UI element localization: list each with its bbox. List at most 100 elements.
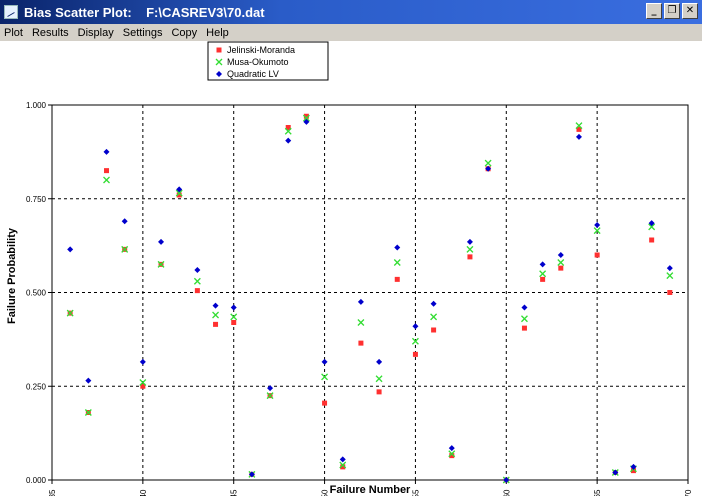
- point-quadratic-lv: [448, 445, 455, 452]
- point-musa-okumoto: [139, 379, 147, 386]
- y-tick-label: 0.250: [26, 382, 47, 391]
- x-tick-label: 40: [139, 489, 148, 496]
- point-musa-okumoto-stroke: [139, 379, 147, 386]
- point-quadratic-lv: [230, 304, 237, 311]
- point-quadratic-lv: [103, 148, 110, 155]
- point-jelinski-moranda: [467, 254, 473, 260]
- grid: [52, 104, 688, 481]
- y-tick-label: 0.500: [26, 289, 47, 298]
- point-musa-okumoto-stroke: [157, 260, 165, 268]
- point-musa-okumoto: [557, 259, 565, 266]
- point-jelinski-moranda: [285, 125, 291, 130]
- window-title: Bias Scatter Plot: F:\CASREV3\70.dat: [24, 4, 265, 20]
- menu-bar: Plot Results Display Settings Copy Help: [0, 24, 702, 41]
- point-musa-okumoto: [84, 409, 92, 416]
- point-quadratic-lv: [357, 298, 364, 305]
- point-jelinski-moranda: [667, 290, 673, 295]
- point-musa-okumoto: [430, 313, 438, 321]
- point-jelinski-moranda: [176, 192, 182, 198]
- point-jelinski-moranda: [231, 320, 237, 325]
- axis-ticks: 35 40 45 50 55 60 65 70 0.000 0.250 0.500 0.750 1.00…: [26, 101, 693, 496]
- point-jelinski-moranda: [412, 351, 418, 357]
- point-jelinski-moranda: [104, 168, 110, 174]
- point-musa-okumoto: [339, 461, 347, 469]
- series-quadratic-lv: [67, 118, 673, 483]
- series-jelinski-moranda: [67, 113, 673, 483]
- point-musa-okumoto-stroke: [339, 461, 347, 469]
- point-jelinski-moranda: [394, 276, 400, 282]
- point-quadratic-lv: [303, 118, 310, 125]
- x-axis-title: Failure Number: [330, 484, 411, 496]
- point-musa-okumoto: [230, 313, 238, 321]
- point-musa-okumoto-stroke: [539, 270, 547, 278]
- legend-markers: [215, 47, 223, 77]
- y-axis-title: Failure Probability: [6, 227, 18, 324]
- menu-results[interactable]: Results: [31, 26, 69, 39]
- point-musa-okumoto-stroke: [266, 392, 274, 400]
- point-musa-okumoto: [648, 223, 656, 231]
- scatter-plot-app-icon[interactable]: [4, 5, 18, 19]
- point-musa-okumoto-stroke: [575, 122, 583, 130]
- menu-plot[interactable]: Plot: [4, 26, 23, 39]
- point-quadratic-lv: [194, 267, 201, 273]
- point-musa-okumoto-stroke: [393, 259, 401, 266]
- point-musa-okumoto: [175, 189, 183, 197]
- point-quadratic-lv: [630, 463, 637, 470]
- point-quadratic-lv: [648, 220, 655, 227]
- minimize-icon[interactable]: _: [646, 3, 662, 19]
- point-musa-okumoto-stroke: [593, 227, 601, 235]
- point-musa-okumoto: [411, 337, 419, 345]
- legend-label-quadratic-lv: Quadratic LV: [227, 69, 279, 79]
- point-jelinski-moranda: [213, 321, 219, 327]
- point-musa-okumoto-stroke: [520, 315, 528, 323]
- menu-copy[interactable]: Copy: [171, 26, 198, 39]
- x-tick-label: 45: [230, 489, 239, 496]
- point-quadratic-lv: [557, 252, 564, 258]
- point-musa-okumoto-stroke: [466, 245, 474, 253]
- menu-display[interactable]: Display: [77, 26, 114, 39]
- point-quadratic-lv: [430, 300, 437, 307]
- point-quadratic-lv: [321, 358, 328, 365]
- point-musa-okumoto-stroke: [666, 272, 674, 280]
- legend-marker-jelinski-moranda: [216, 47, 222, 53]
- point-musa-okumoto: [448, 450, 456, 458]
- point-jelinski-moranda: [376, 389, 382, 395]
- point-musa-okumoto-stroke: [484, 159, 492, 167]
- point-musa-okumoto: [193, 277, 201, 285]
- point-musa-okumoto-stroke: [411, 337, 419, 345]
- point-jelinski-moranda: [576, 126, 582, 132]
- legend: Jelinski-Moranda Musa-Okumoto Quadratic …: [207, 41, 329, 81]
- point-quadratic-lv: [85, 377, 92, 384]
- point-quadratic-lv: [121, 218, 128, 225]
- point-quadratic-lv: [285, 137, 292, 144]
- point-quadratic-lv: [376, 358, 383, 365]
- bias-scatter-chart: 35 40 45 50 55 60 65 70 0.000 0.250 0.500 0.750 1.00…: [6, 41, 693, 496]
- series-musa-okumoto: [66, 114, 674, 484]
- point-musa-okumoto-stroke: [375, 375, 383, 383]
- close-icon[interactable]: ✕: [682, 3, 698, 19]
- point-musa-okumoto: [266, 392, 274, 400]
- point-musa-okumoto: [575, 122, 583, 130]
- point-quadratic-lv: [594, 222, 601, 228]
- chart-area: 35 40 45 50 55 60 65 70 0.000 0.250 0.500 0.750 1.00…: [0, 41, 702, 496]
- menu-settings[interactable]: Settings: [122, 26, 163, 39]
- point-musa-okumoto-stroke: [321, 373, 329, 381]
- point-musa-okumoto: [520, 315, 528, 323]
- point-jelinski-moranda: [558, 265, 564, 271]
- menu-help[interactable]: Help: [206, 26, 229, 39]
- point-musa-okumoto-stroke: [448, 450, 456, 458]
- restore-icon[interactable]: ❐: [664, 3, 680, 19]
- point-quadratic-lv: [521, 304, 528, 311]
- x-tick-label: 70: [684, 489, 693, 496]
- legend-marker-musa-okumoto: [215, 58, 223, 66]
- window-controls: _ ❐ ✕: [646, 3, 698, 19]
- point-musa-okumoto-stroke: [302, 114, 310, 122]
- point-jelinski-moranda: [521, 325, 527, 331]
- point-quadratic-lv: [485, 165, 492, 172]
- point-quadratic-lv: [575, 133, 582, 140]
- point-jelinski-moranda: [630, 468, 636, 474]
- x-tick-label: 50: [321, 489, 330, 496]
- point-musa-okumoto-stroke: [84, 409, 92, 416]
- point-quadratic-lv: [612, 469, 619, 476]
- point-musa-okumoto: [121, 245, 129, 253]
